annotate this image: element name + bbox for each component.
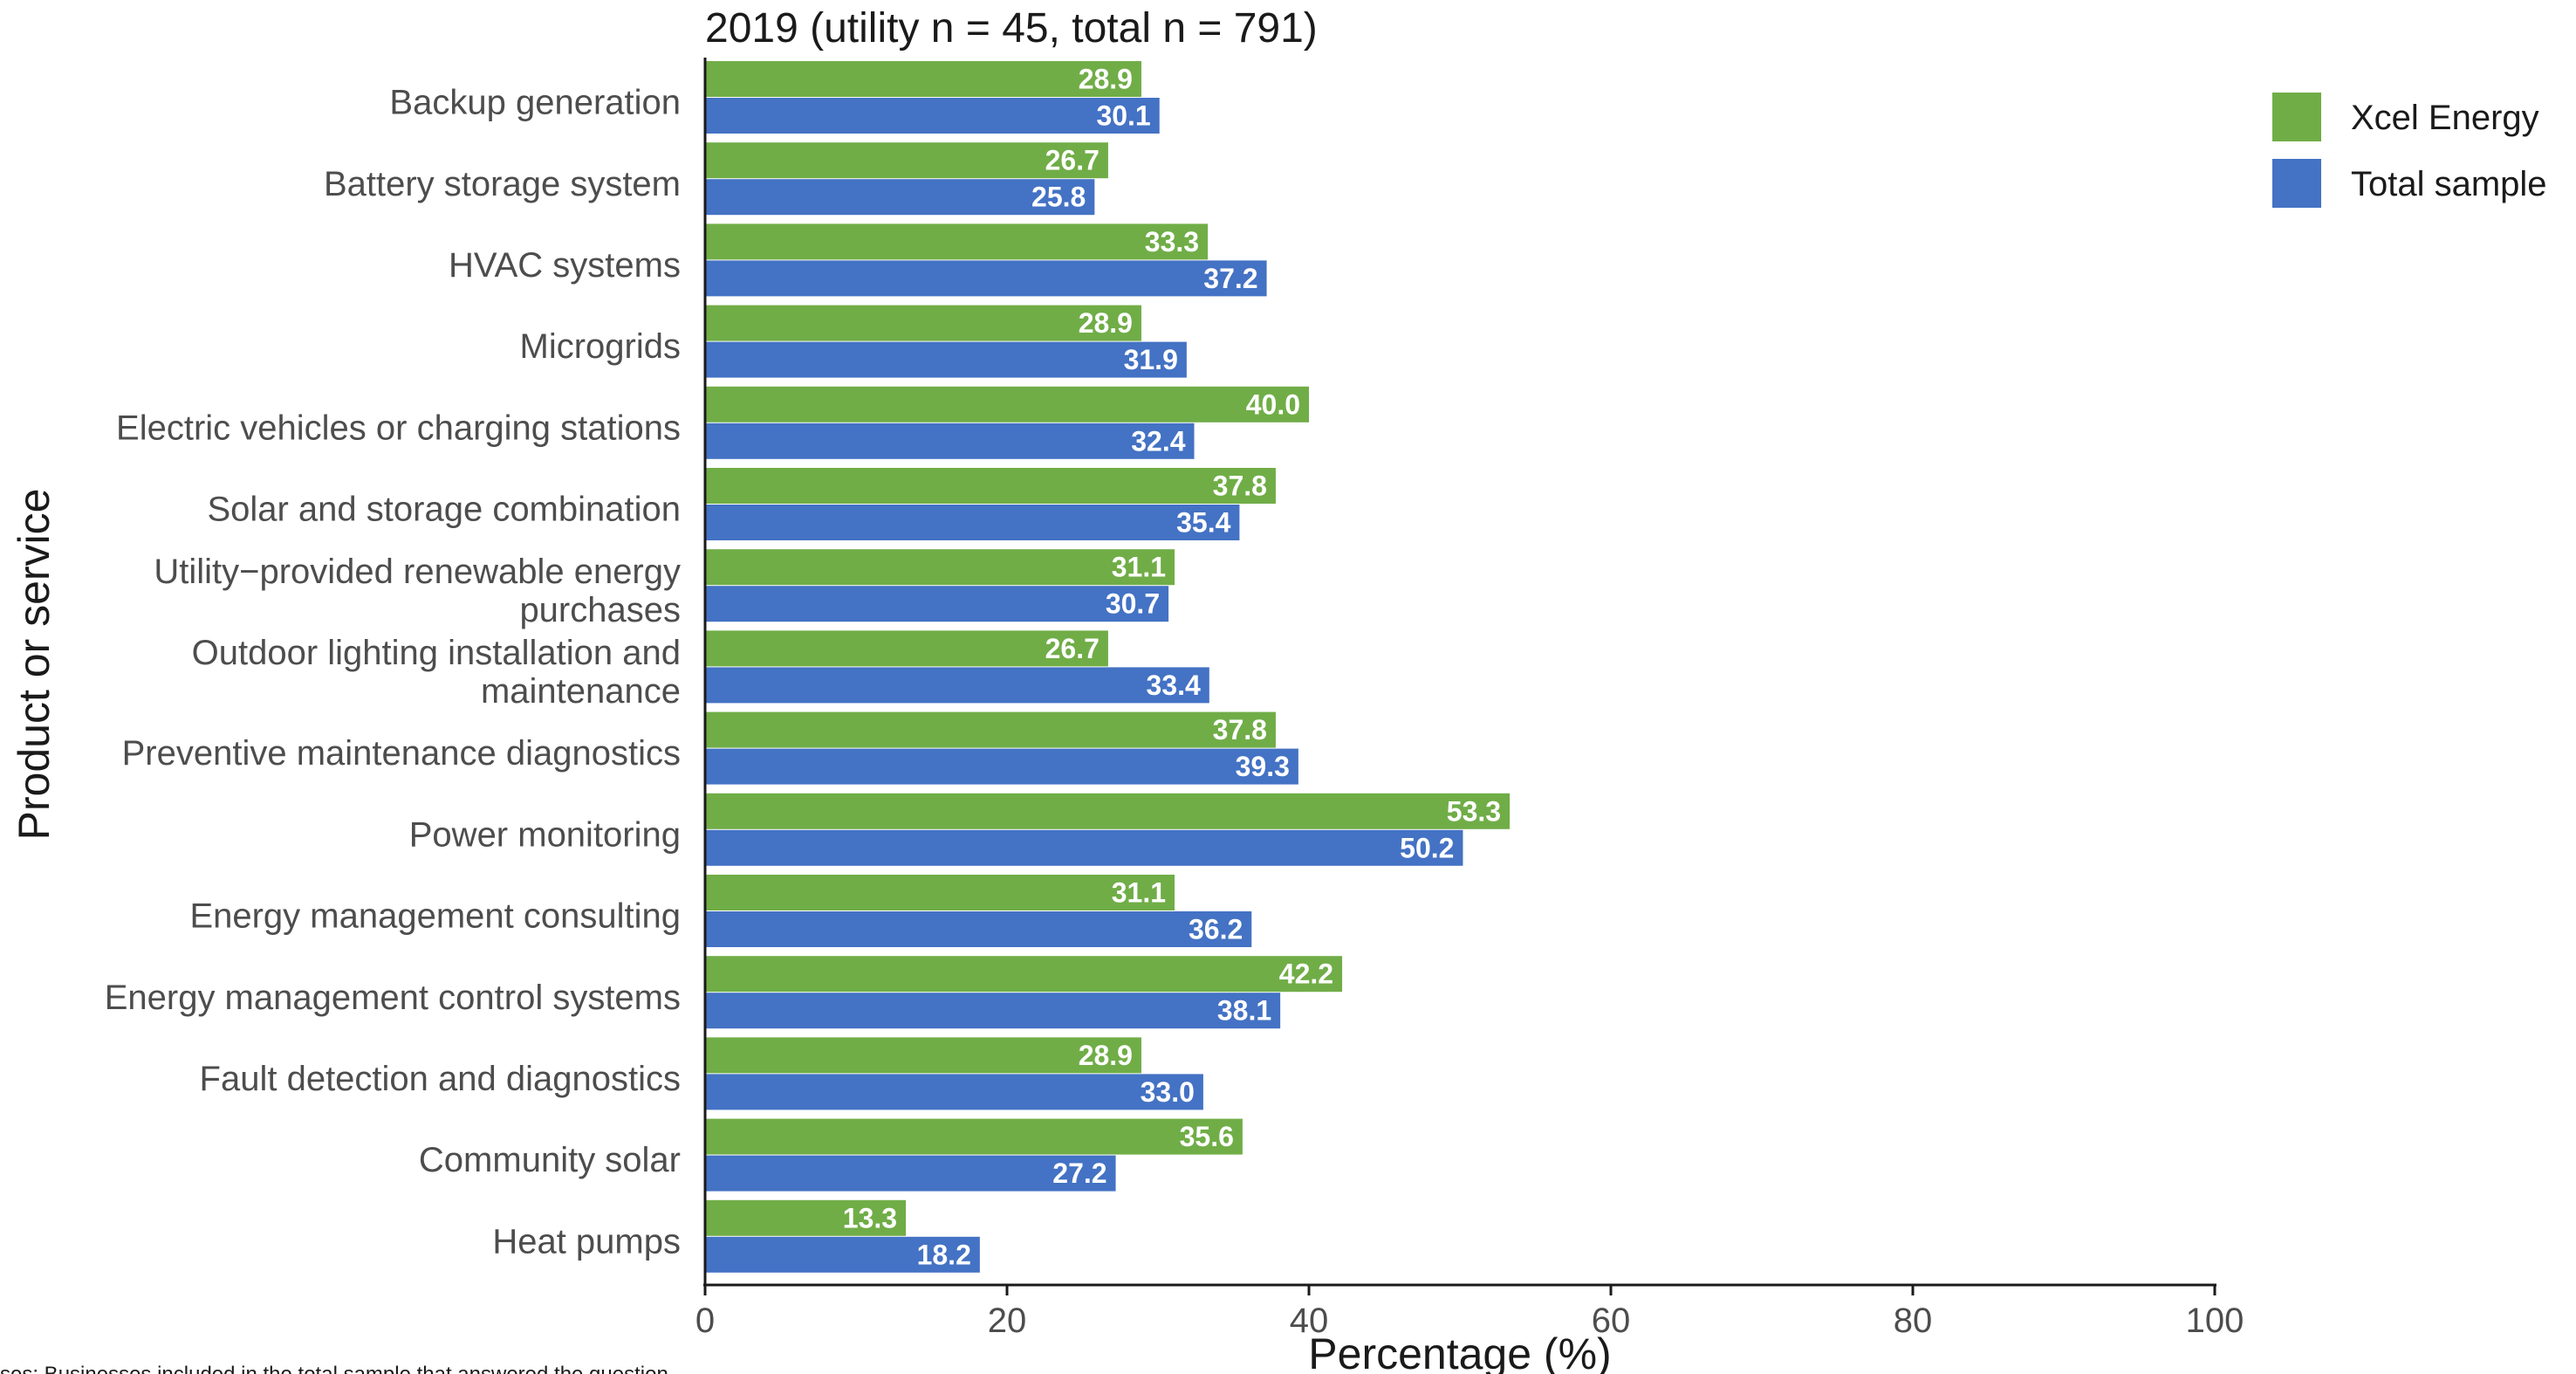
bar-total-sample [705, 1155, 1116, 1192]
bar-value-label: 13.3 [843, 1202, 897, 1233]
bar-value-label: 50.2 [1400, 832, 1454, 863]
bar-xcel-energy [705, 223, 1209, 260]
category-label: Power monitoring [409, 815, 681, 854]
bar-value-label: 37.2 [1203, 263, 1257, 294]
bar-xcel-energy [705, 1118, 1243, 1155]
category-label-line: Outdoor lighting installation and [192, 634, 681, 672]
category-labels: Backup generation Battery storage system H… [105, 84, 681, 1261]
bar-xcel-energy [705, 305, 1141, 341]
category-label: Backup generation [389, 84, 681, 122]
x-tick-label: 60 [1592, 1302, 1631, 1340]
bar-value-label: 37.8 [1213, 471, 1267, 502]
bar-value-label: 31.1 [1112, 552, 1166, 583]
bar-xcel-energy [705, 630, 1108, 667]
bar-total-sample [705, 1236, 980, 1273]
category-label: Energy management control systems [105, 979, 681, 1017]
bar-value-label: 18.2 [917, 1239, 971, 1270]
bar-total-sample [705, 586, 1169, 622]
x-tick-label: 40 [1290, 1302, 1329, 1340]
bar-value-label: 25.8 [1031, 182, 1086, 213]
category-label: Outdoor lighting installation and mainten… [192, 634, 681, 711]
category-label: Microgrids [520, 327, 681, 366]
y-axis-title: Product or service [10, 489, 58, 841]
category-label: Utility−provided renewable energy purchas… [154, 553, 681, 629]
category-label-line: maintenance [481, 672, 681, 711]
legend-swatch-xcel-energy [2272, 93, 2321, 141]
bar-value-label: 33.0 [1141, 1076, 1195, 1108]
bar-value-label: 28.9 [1079, 64, 1133, 95]
category-label: Preventive maintenance diagnostics [122, 734, 681, 773]
category-label: Energy management consulting [189, 897, 681, 936]
category-label: Heat pumps [492, 1222, 681, 1261]
bar-xcel-energy [705, 1199, 907, 1236]
bar-total-sample [705, 98, 1160, 134]
x-tick-label: 80 [1894, 1302, 1933, 1340]
bar-xcel-energy [705, 386, 1309, 423]
x-tick-label: 100 [2186, 1302, 2244, 1340]
bar-value-label: 27.2 [1052, 1158, 1106, 1189]
bar-value-label: 28.9 [1079, 1040, 1133, 1071]
x-tick-label: 20 [988, 1302, 1027, 1340]
category-label: Battery storage system [324, 165, 681, 203]
category-label-line: Utility−provided renewable energy [154, 553, 681, 591]
bar-value-label: 30.7 [1106, 588, 1160, 620]
bar-value-label: 40.0 [1246, 388, 1300, 420]
category-label: HVAC systems [449, 246, 681, 285]
x-axis: 0 20 40 60 80 100 [695, 58, 2244, 1340]
bar-value-label: 26.7 [1045, 633, 1100, 664]
bar-value-label: 35.6 [1180, 1121, 1234, 1152]
bar-value-label: 30.1 [1096, 100, 1150, 132]
chart-title: 2019 (utility n = 45, total n = 791) [705, 5, 1318, 52]
bar-value-label: 38.1 [1217, 995, 1271, 1027]
bar-xcel-energy [705, 142, 1108, 179]
bar-total-sample [705, 423, 1195, 459]
bar-xcel-energy [705, 61, 1141, 97]
bar-value-label: 35.4 [1176, 507, 1230, 539]
category-label: Electric vehicles or charging stations [116, 409, 681, 447]
bar-total-sample [705, 748, 1298, 785]
bar-value-label: 31.9 [1124, 344, 1178, 375]
footnote: ses: Businesses included in the total sa… [0, 1363, 668, 1374]
bar-total-sample [705, 505, 1240, 540]
bar-value-label: 33.4 [1147, 670, 1201, 701]
bar-value-label: 28.9 [1079, 307, 1133, 339]
category-label-line: purchases [519, 591, 681, 629]
bar-total-sample [705, 179, 1095, 216]
bar-xcel-energy [705, 956, 1343, 993]
bars-layer: 28.9 30.1 26.7 25.8 33.337.2 28.9 31.9 40.0 32.4… [705, 61, 1511, 1273]
legend: Xcel Energy Total sample [2272, 93, 2547, 208]
bar-xcel-energy [705, 793, 1511, 829]
bar-total-sample [705, 993, 1281, 1029]
bar-value-label: 31.1 [1112, 877, 1166, 909]
bar-total-sample [705, 667, 1209, 704]
x-tick-label: 0 [695, 1302, 715, 1340]
bar-value-label: 37.8 [1213, 714, 1267, 745]
bar-value-label: 36.2 [1189, 914, 1243, 945]
bar-xcel-energy [705, 875, 1175, 910]
bar-total-sample [705, 1074, 1203, 1110]
category-label: Solar and storage combination [207, 491, 681, 529]
bar-total-sample [705, 911, 1252, 947]
bar-value-label: 39.3 [1236, 751, 1290, 782]
bar-xcel-energy [705, 1037, 1141, 1074]
bar-value-label: 53.3 [1447, 795, 1501, 827]
bar-xcel-energy [705, 711, 1276, 748]
bar-xcel-energy [705, 549, 1175, 586]
category-label: Fault detection and diagnostics [200, 1060, 681, 1098]
category-label: Community solar [419, 1141, 681, 1179]
bar-total-sample [705, 341, 1187, 378]
legend-label: Xcel Energy [2351, 99, 2539, 137]
legend-label: Total sample [2351, 165, 2547, 203]
bar-xcel-energy [705, 468, 1276, 504]
legend-swatch-total-sample [2272, 159, 2321, 208]
bar-value-label: 32.4 [1131, 425, 1185, 457]
x-axis-title: Percentage (%) [1308, 1329, 1611, 1374]
bar-total-sample [705, 260, 1267, 297]
bar-value-label: 26.7 [1045, 145, 1100, 176]
bar-value-label: 33.3 [1145, 226, 1199, 258]
bar-total-sample [705, 829, 1463, 866]
bar-value-label: 42.2 [1279, 958, 1333, 990]
